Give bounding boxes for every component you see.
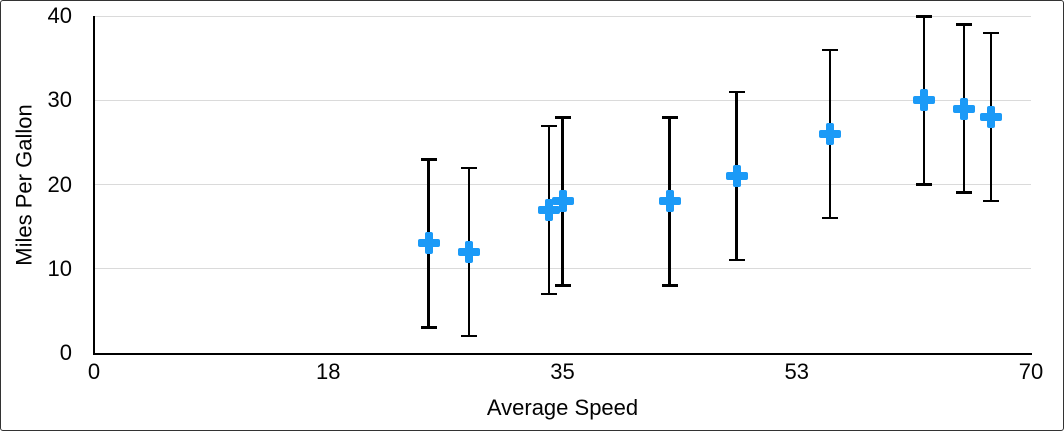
marker-plus-vertical	[545, 198, 554, 221]
scatter-marker	[979, 106, 1002, 129]
scatter-marker	[417, 232, 440, 255]
y-tick-label: 0	[59, 340, 72, 365]
y-tick-label: 10	[47, 255, 72, 281]
error-bar-cap-bottom	[661, 284, 678, 287]
error-bar-cap-top	[420, 158, 437, 161]
marker-plus-vertical	[665, 190, 674, 213]
marker-plus-vertical	[960, 97, 969, 120]
error-bar-cap-top	[822, 48, 839, 52]
y-tick-label: 20	[47, 171, 72, 197]
marker-plus-vertical	[464, 240, 473, 263]
scatter-marker	[819, 122, 842, 145]
error-bar-cap-top	[541, 124, 558, 128]
marker-plus-vertical	[558, 190, 567, 213]
error-bar-cap-top	[982, 31, 999, 35]
error-bar-cap-top	[915, 15, 932, 18]
error-bar-cap-top	[661, 116, 678, 119]
error-bar-cap-bottom	[728, 258, 745, 262]
marker-plus-vertical	[986, 106, 995, 129]
scatter-marker	[457, 240, 480, 263]
error-bar-cap-bottom	[822, 216, 839, 220]
error-bar-cap-bottom	[420, 326, 437, 329]
error-bar-cap-bottom	[915, 183, 932, 186]
scatter-marker	[658, 190, 681, 213]
x-tick-label: 35	[550, 359, 575, 384]
x-tick-label: 0	[87, 359, 101, 384]
marker-plus-vertical	[424, 232, 433, 255]
x-axis-line	[92, 352, 1032, 355]
x-tick-label: 18	[316, 359, 341, 384]
marker-plus-vertical	[732, 165, 741, 188]
scatter-marker	[725, 165, 748, 188]
x-axis-title: Average Speed	[486, 395, 639, 420]
error-bar-cap-bottom	[956, 191, 973, 194]
scatter-marker	[538, 198, 561, 221]
x-tick-label: 53	[784, 359, 809, 384]
scatter-marker	[551, 190, 574, 213]
y-tick-label: 40	[47, 3, 72, 28]
x-tick-label: 70	[1018, 359, 1044, 384]
scatter-marker	[912, 89, 935, 112]
scatter-marker	[953, 97, 976, 120]
error-bar-cap-top	[728, 90, 745, 94]
gridline	[94, 15, 1031, 17]
marker-plus-vertical	[826, 122, 835, 145]
error-bar-cap-top	[956, 23, 973, 26]
y-tick-label: 30	[47, 87, 72, 113]
error-bar-cap-bottom	[541, 292, 558, 296]
error-bar-cap-bottom	[460, 334, 477, 338]
error-bar-cap-top	[460, 166, 477, 170]
marker-plus-vertical	[919, 89, 928, 112]
error-bar-cap-bottom	[982, 199, 999, 203]
error-bar-cap-top	[554, 116, 571, 119]
y-axis-line	[92, 16, 95, 355]
gridline	[94, 99, 1031, 101]
error-bar-cap-bottom	[554, 284, 571, 287]
